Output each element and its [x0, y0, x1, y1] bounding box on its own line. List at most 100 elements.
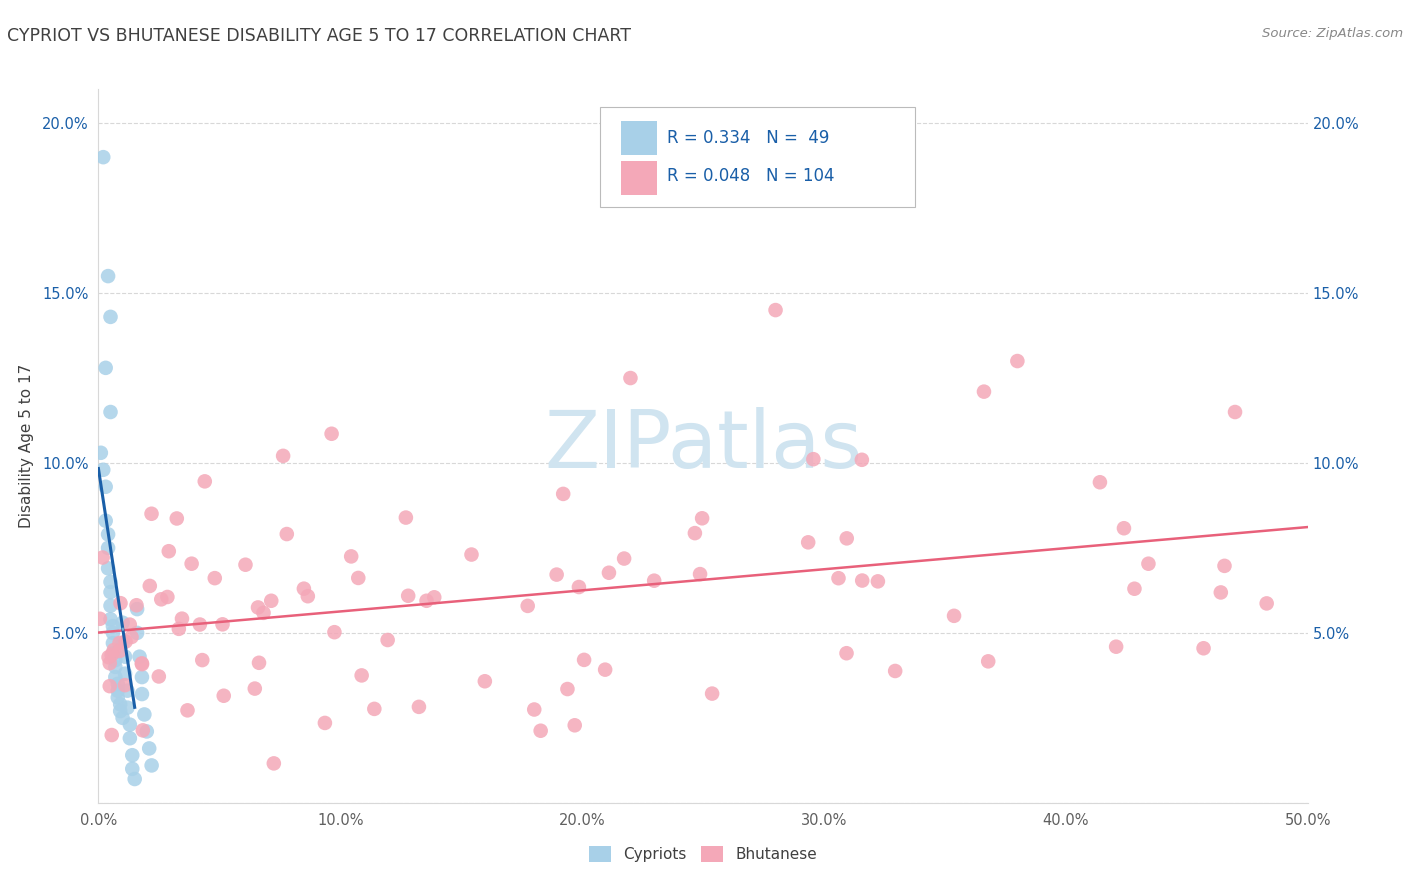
Point [1137, 557, 1160, 571]
Point [1105, 640, 1128, 654]
Point [108, 636, 131, 650]
Point [321, 426, 343, 441]
Point [564, 718, 586, 732]
Point [121, 748, 143, 763]
Point [100, 574, 122, 589]
Point [125, 599, 148, 613]
Point [593, 663, 616, 677]
Point [252, 606, 274, 620]
Point [546, 567, 568, 582]
Point [690, 511, 713, 525]
Point [973, 384, 995, 399]
Point [977, 654, 1000, 668]
Point [598, 566, 620, 580]
Point [118, 617, 141, 632]
Point [395, 510, 418, 524]
Point [347, 571, 370, 585]
Point [1123, 582, 1146, 596]
Point [350, 668, 373, 682]
Point [157, 544, 180, 558]
Point [114, 634, 136, 648]
Point [131, 657, 153, 672]
Point [851, 574, 873, 588]
Point [131, 687, 153, 701]
Point [263, 756, 285, 771]
Point [91, 550, 114, 565]
Point [323, 625, 346, 640]
Point [97, 541, 120, 555]
Point [643, 574, 665, 588]
Point [97, 650, 120, 665]
Y-axis label: Disability Age 5 to 17: Disability Age 5 to 17 [18, 364, 34, 528]
Point [943, 608, 966, 623]
Point [97, 269, 120, 284]
Point [111, 636, 134, 650]
Bar [621, 120, 657, 155]
Point [292, 582, 315, 596]
Point [111, 711, 134, 725]
Point [170, 612, 193, 626]
Point [156, 590, 179, 604]
Point [340, 549, 363, 564]
Point [98, 657, 121, 671]
Text: R = 0.048   N = 104: R = 0.048 N = 104 [666, 168, 834, 186]
Point [101, 636, 124, 650]
Point [100, 310, 122, 324]
Point [191, 653, 214, 667]
Point [100, 648, 122, 662]
Point [111, 615, 134, 630]
Point [188, 617, 211, 632]
Point [314, 715, 336, 730]
Point [619, 371, 641, 385]
Text: R = 0.334   N =  49: R = 0.334 N = 49 [666, 128, 830, 146]
Point [415, 594, 437, 608]
Point [516, 599, 538, 613]
Point [423, 591, 446, 605]
Point [835, 532, 858, 546]
Point [108, 698, 131, 712]
Point [107, 683, 129, 698]
Point [700, 687, 723, 701]
Point [101, 646, 124, 660]
Point [474, 674, 496, 689]
Point [89, 612, 111, 626]
Text: ZIPatlas: ZIPatlas [544, 407, 862, 485]
Point [100, 405, 122, 419]
Point [127, 602, 149, 616]
Point [568, 580, 591, 594]
Point [243, 681, 266, 696]
Point [801, 452, 824, 467]
Point [114, 678, 136, 692]
Point [827, 571, 849, 585]
Point [297, 589, 319, 603]
Point [107, 690, 129, 705]
Point [118, 717, 141, 731]
Point [103, 643, 125, 657]
Point [1209, 585, 1232, 599]
Legend: Cypriots, Bhutanese: Cypriots, Bhutanese [585, 841, 821, 866]
Point [176, 703, 198, 717]
Point [884, 664, 907, 678]
Point [460, 548, 482, 562]
Point [131, 670, 153, 684]
Point [131, 657, 153, 671]
Point [97, 527, 120, 541]
Point [557, 681, 579, 696]
Point [141, 758, 163, 772]
Point [377, 633, 399, 648]
Point [139, 579, 162, 593]
Point [194, 475, 217, 489]
Point [1223, 405, 1246, 419]
Point [97, 561, 120, 575]
Point [1088, 475, 1111, 490]
Point [167, 622, 190, 636]
Point [1213, 558, 1236, 573]
Point [128, 649, 150, 664]
Point [1007, 354, 1029, 368]
Point [121, 630, 143, 644]
Point [866, 574, 889, 589]
Point [835, 646, 858, 660]
Point [276, 527, 298, 541]
Point [212, 689, 235, 703]
Point [180, 557, 202, 571]
